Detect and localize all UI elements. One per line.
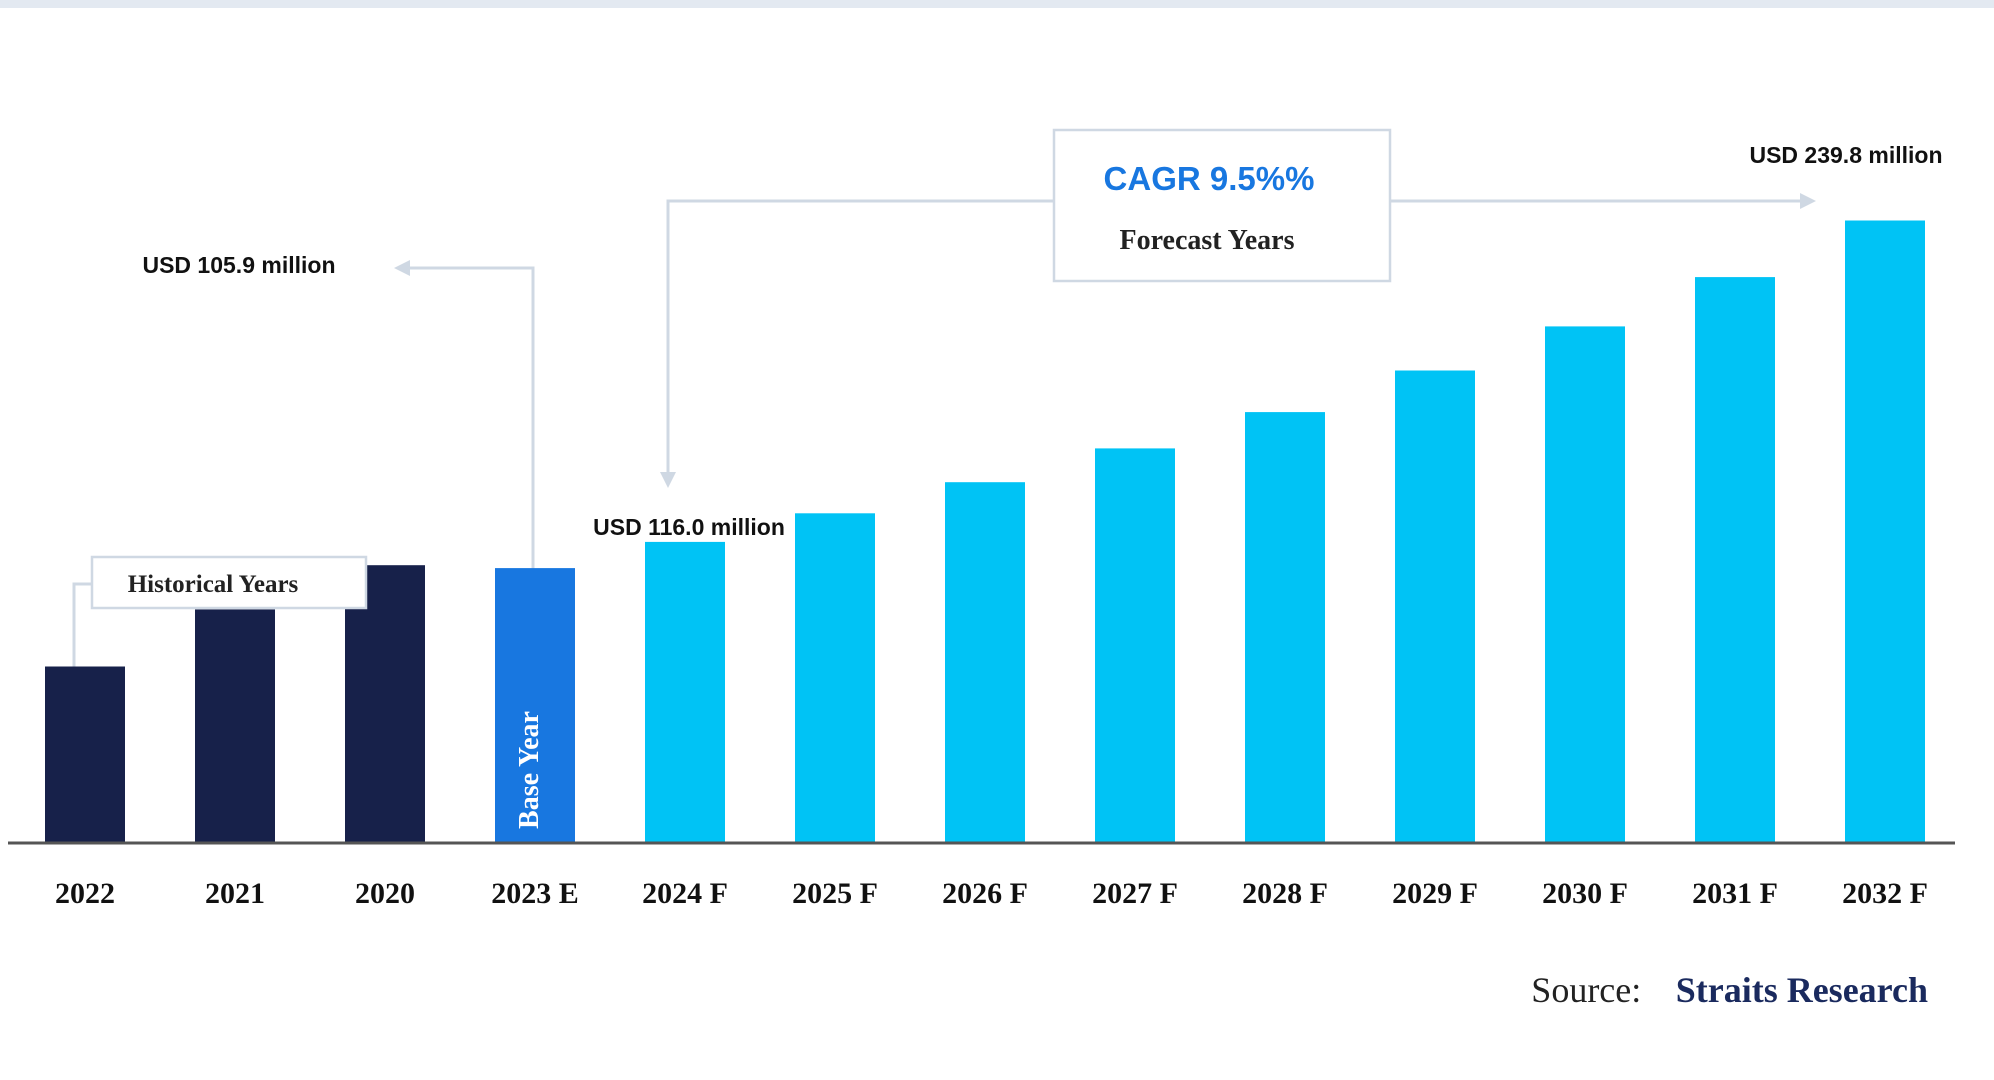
source-label: Source:: [1531, 970, 1641, 1010]
bar-2025-f: [795, 513, 875, 843]
x-tick-label: 2026 F: [942, 877, 1028, 910]
x-tick-label: 2020: [355, 877, 415, 910]
forecast-arrowhead-down: [660, 472, 676, 488]
bar-2029-f: [1395, 370, 1475, 843]
first-forecast-value-annotation: USD 116.0 million: [593, 514, 785, 540]
x-axis-labels: 2022 2021 2020 2023 E 2024 F 2025 F 2026 F 2027…: [55, 877, 1928, 910]
bar-2024-f: [645, 541, 725, 843]
forecast-connector-left: [666, 199, 1054, 472]
bar-2026-f: [945, 482, 1025, 843]
bar-2031-f: [1695, 277, 1775, 844]
x-tick-label: 2032 F: [1842, 877, 1928, 910]
x-tick-label: 2029 F: [1392, 877, 1478, 910]
x-tick-label: 2024 F: [642, 877, 728, 910]
x-tick-label: 2025 F: [792, 877, 878, 910]
base-value-annotation: USD 105.9 million: [142, 252, 335, 278]
x-tick-label: 2022: [55, 877, 115, 910]
source-name: Straits Research: [1676, 970, 1928, 1010]
historical-years-label: Historical Years: [128, 571, 299, 598]
bar-2022: [45, 666, 125, 843]
x-tick-label: 2023 E: [491, 877, 579, 910]
cagr-label: CAGR 9.5%%: [1104, 160, 1315, 197]
last-forecast-value-annotation: USD 239.8 million: [1749, 142, 1942, 168]
bar-2028-f: [1245, 412, 1325, 843]
bar-2030-f: [1545, 326, 1625, 843]
cagr-box: [1052, 128, 1392, 283]
source-line: Source: Straits Research: [1531, 970, 1928, 1010]
x-tick-label: 2021: [205, 877, 265, 910]
forecast-years-label: Forecast Years: [1120, 225, 1295, 256]
x-tick-label: 2030 F: [1542, 877, 1628, 910]
annotation-connectors: [72, 193, 1816, 705]
bar-2023-e: [495, 568, 575, 843]
bar-2027-f: [1095, 448, 1175, 843]
base-year-connector: [408, 266, 535, 648]
x-tick-label: 2031 F: [1692, 877, 1778, 910]
bars: [45, 220, 1925, 844]
top-border: [0, 0, 1994, 8]
bar-2021: [195, 609, 275, 843]
base-year-arrowhead: [394, 260, 410, 276]
historical-connector-left: [72, 582, 92, 705]
forecast-arrowhead-right: [1800, 193, 1816, 209]
historical-years-box: [90, 555, 368, 610]
bar-2032-f: [1845, 220, 1925, 843]
base-year-bar-label: Base Year: [514, 711, 545, 829]
bar-2020: [345, 565, 425, 843]
x-tick-label: 2027 F: [1092, 877, 1178, 910]
x-tick-label: 2028 F: [1242, 877, 1328, 910]
